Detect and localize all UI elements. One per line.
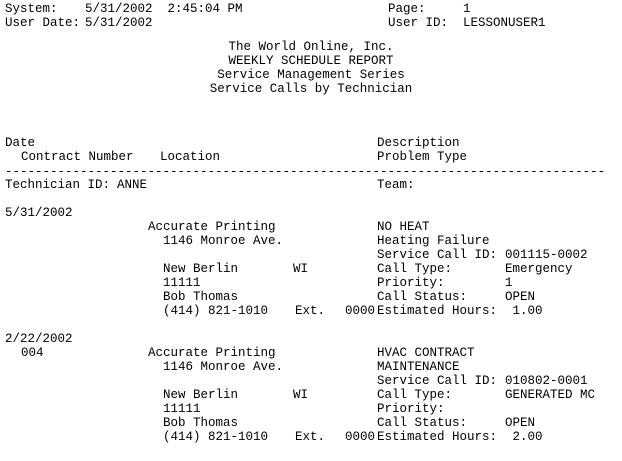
user-id-label: User ID: [388, 16, 449, 30]
field-value-priority: 1 [505, 276, 513, 290]
record-company: Accurate Printing [148, 220, 276, 234]
record-ext-value: 0000 [345, 430, 376, 444]
page-label: Page: [388, 2, 426, 16]
record-city: New Berlin [163, 388, 239, 402]
record-problem-type: MAINTENANCE [377, 360, 460, 374]
title-company-name: The World Online, Inc. [228, 40, 394, 54]
record-zip: 11111 [163, 402, 201, 416]
record-date: 5/31/2002 [5, 206, 73, 220]
user-date-label: User Date: [5, 16, 81, 30]
field-label-call-status: Call Status: [377, 416, 468, 430]
team-label: Team: [377, 178, 415, 192]
column-header-date: Date [5, 136, 36, 150]
field-value-service-call-id: 001115-0002 [505, 248, 588, 262]
technician-id-label: Technician ID: [5, 178, 111, 192]
field-value-estimated-hours: 2.00 [505, 430, 543, 444]
record-state: WI [293, 262, 309, 276]
field-value-call-status: OPEN [505, 416, 536, 430]
record-state: WI [293, 388, 309, 402]
record-contract-number: 004 [21, 346, 44, 360]
record-city: New Berlin [163, 262, 239, 276]
record-phone: (414) 821-1010 [163, 304, 269, 318]
column-header-location: Location [160, 150, 221, 164]
record-zip: 11111 [163, 276, 201, 290]
field-value-call-status: OPEN [505, 290, 536, 304]
record-phone: (414) 821-1010 [163, 430, 269, 444]
field-value-estimated-hours: 1.00 [505, 304, 543, 318]
field-label-estimated-hours: Estimated Hours: [377, 430, 498, 444]
record-date: 2/22/2002 [5, 332, 73, 346]
record-address: 1146 Monroe Ave. [163, 234, 284, 248]
user-id-value: LESSONUSER1 [463, 16, 546, 30]
divider-line: ----------------------------------------… [5, 165, 606, 179]
title-series: Service Management Series [217, 68, 405, 82]
record-company: Accurate Printing [148, 346, 276, 360]
field-label-service-call-id: Service Call ID: [377, 248, 498, 262]
title-report-name: WEEKLY SCHEDULE REPORT [228, 54, 394, 68]
field-label-call-type: Call Type: [377, 262, 453, 276]
record-contact: Bob Thomas [163, 290, 239, 304]
user-date-value: 5/31/2002 [85, 16, 153, 30]
record-ext-value: 0000 [345, 304, 376, 318]
page-value: 1 [463, 2, 471, 16]
record-description: NO HEAT [377, 220, 430, 234]
system-label: System: [5, 2, 58, 16]
column-header-problem-type: Problem Type [377, 150, 468, 164]
record-problem-type: Heating Failure [377, 234, 490, 248]
column-header-description: Description [377, 136, 460, 150]
title-subtitle: Service Calls by Technician [209, 82, 413, 96]
column-header-contract-number: Contract Number [21, 150, 134, 164]
record-contact: Bob Thomas [163, 416, 239, 430]
record-address: 1146 Monroe Ave. [163, 360, 284, 374]
field-label-priority: Priority: [377, 276, 445, 290]
field-label-priority: Priority: [377, 402, 445, 416]
field-label-service-call-id: Service Call ID: [377, 374, 498, 388]
technician-id-value: ANNE [117, 178, 148, 192]
record-description: HVAC CONTRACT [377, 346, 475, 360]
field-value-call-type: Emergency [505, 262, 573, 276]
system-value: 5/31/2002 2:45:04 PM [85, 2, 243, 16]
field-value-service-call-id: 010802-0001 [505, 374, 588, 388]
record-ext-label: Ext. [295, 304, 326, 318]
field-label-estimated-hours: Estimated Hours: [377, 304, 498, 318]
field-label-call-type: Call Type: [377, 388, 453, 402]
field-value-call-type: GENERATED MC [505, 388, 596, 402]
record-ext-label: Ext. [295, 430, 326, 444]
field-label-call-status: Call Status: [377, 290, 468, 304]
